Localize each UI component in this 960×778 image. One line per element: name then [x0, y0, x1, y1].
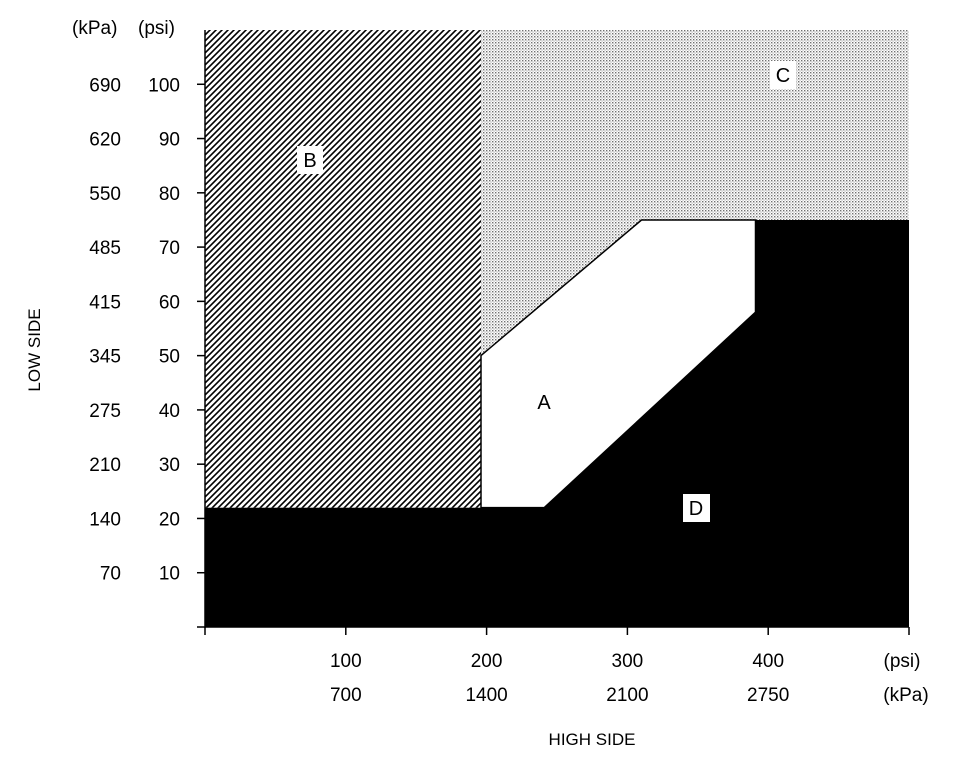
- y-psi-tick: 60: [159, 292, 180, 313]
- y-psi-tick: 10: [159, 564, 180, 585]
- region-d: [205, 220, 909, 627]
- x-psi-tick: 200: [471, 651, 503, 672]
- region-labels: B C A D: [297, 61, 796, 522]
- y-kpa-tick: 275: [89, 401, 121, 422]
- y-psi-labels: 100 90 80 70 60 50 40 30 20 10: [148, 75, 180, 584]
- region-d-label: D: [689, 498, 703, 520]
- x-psi-tick: 300: [612, 651, 644, 672]
- x-psi-tick: 400: [752, 651, 784, 672]
- y-kpa-unit: (kPa): [72, 18, 117, 39]
- x-kpa-tick: 700: [330, 685, 362, 706]
- region-b: [205, 30, 481, 508]
- y-psi-tick: 20: [159, 509, 180, 530]
- y-kpa-labels: 690 620 550 485 415 345 275 210 140 70: [89, 75, 121, 584]
- region-b-label: B: [303, 150, 316, 172]
- region-c-label: C: [776, 65, 790, 87]
- y-kpa-tick: 485: [89, 238, 121, 259]
- y-psi-unit: (psi): [138, 18, 175, 39]
- axes: [204, 30, 909, 628]
- y-kpa-tick: 345: [89, 347, 121, 368]
- y-psi-tick: 30: [159, 455, 180, 476]
- x-kpa-tick: 2750: [747, 685, 789, 706]
- y-kpa-tick: 550: [89, 184, 121, 205]
- regions-group: [205, 30, 909, 627]
- y-psi-tick: 100: [148, 75, 180, 96]
- x-psi-tick: 100: [330, 651, 362, 672]
- x-kpa-unit: (kPa): [883, 685, 928, 706]
- y-kpa-tick: 140: [89, 509, 121, 530]
- x-axis-title: HIGH SIDE: [549, 730, 636, 749]
- region-a-label: A: [537, 392, 551, 414]
- x-psi-labels: 100 200 300 400: [330, 651, 784, 672]
- y-axis-title: LOW SIDE: [25, 308, 44, 391]
- region-a: [480, 219, 757, 509]
- y-tick-marks: [197, 83, 205, 628]
- x-kpa-labels: 700 1400 2100 2750: [330, 685, 789, 706]
- y-kpa-tick: 415: [89, 292, 121, 313]
- y-kpa-tick: 70: [100, 564, 121, 585]
- x-kpa-tick: 1400: [465, 685, 507, 706]
- y-psi-tick: 90: [159, 130, 180, 151]
- y-psi-tick: 50: [159, 347, 180, 368]
- x-psi-unit: (psi): [884, 651, 921, 672]
- y-kpa-tick: 210: [89, 455, 121, 476]
- region-b-label-bg: [297, 146, 323, 174]
- region-d-label-bg: [683, 494, 710, 522]
- y-psi-tick: 80: [159, 184, 180, 205]
- region-c-label-bg: [770, 61, 796, 89]
- y-kpa-tick: 690: [89, 75, 121, 96]
- y-kpa-tick: 620: [89, 130, 121, 151]
- x-kpa-tick: 2100: [606, 685, 648, 706]
- y-psi-tick: 40: [159, 401, 180, 422]
- x-tick-marks: [204, 627, 910, 635]
- region-c: [481, 30, 909, 356]
- y-psi-tick: 70: [159, 238, 180, 259]
